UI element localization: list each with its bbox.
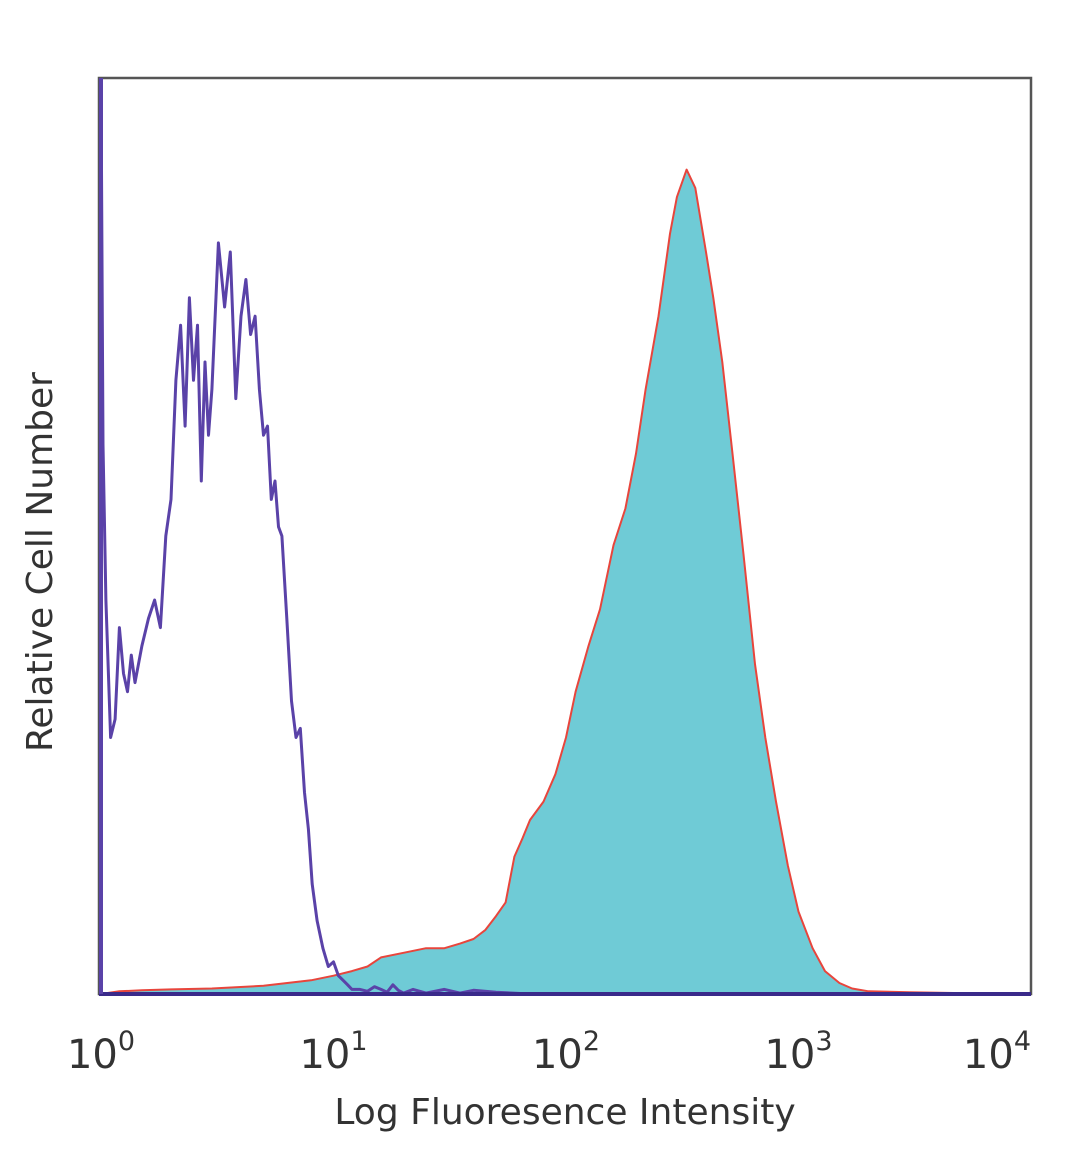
y-axis-label: Relative Cell Number — [20, 372, 61, 752]
x-axis-label: Log Fluoresence Intensity — [334, 1092, 795, 1133]
x-tick-label: 104 — [963, 1026, 1031, 1078]
series-layer — [99, 77, 1032, 996]
x-tick-label: 103 — [764, 1026, 832, 1078]
series-2-line — [99, 77, 1031, 996]
x-tick-labels: 100 101 102 103 104 — [67, 1026, 1031, 1078]
x-tick-label: 101 — [299, 1026, 367, 1078]
series-1-edge — [100, 168, 1032, 995]
x-tick-label: 100 — [67, 1026, 135, 1078]
series-1-area — [101, 169, 1031, 995]
x-tick-label: 102 — [532, 1026, 600, 1078]
